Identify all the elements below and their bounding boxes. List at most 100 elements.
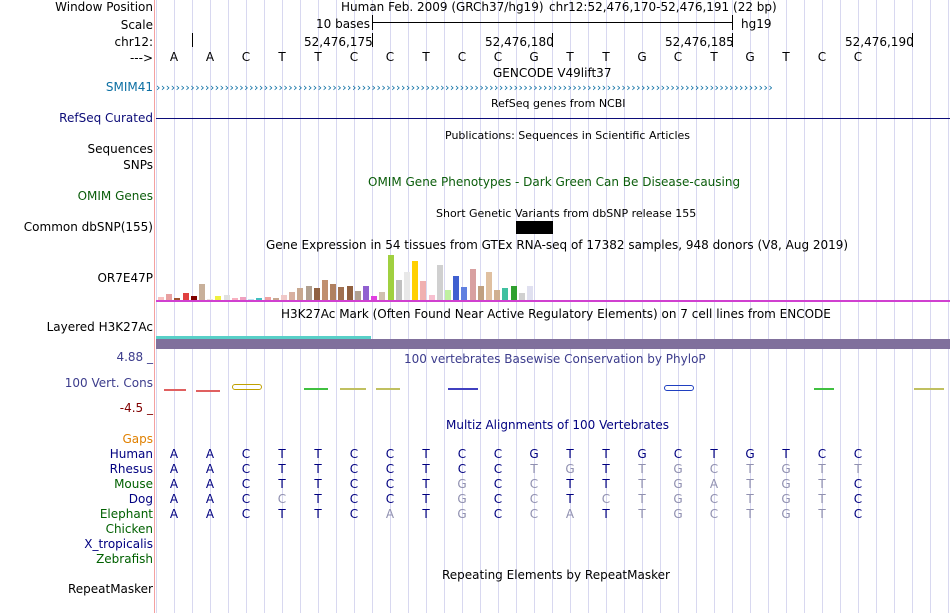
gtex-tissue-bar[interactable]: [330, 284, 337, 300]
gtex-tissue-bar[interactable]: [256, 298, 263, 300]
gtex-label[interactable]: OR7E47P: [97, 271, 153, 285]
alignment-base: T: [746, 492, 754, 506]
gtex-tissue-bar[interactable]: [453, 276, 460, 300]
gtex-tissue-bar[interactable]: [477, 286, 484, 300]
gtex-tissue-bar[interactable]: [223, 295, 230, 300]
gtex-tissue-bar[interactable]: [412, 261, 419, 300]
gtex-tissue-bar[interactable]: [281, 295, 287, 300]
alignment-base: C: [853, 492, 863, 506]
species-label[interactable]: Chicken: [105, 522, 153, 536]
gtex-tissue-bar[interactable]: [379, 292, 386, 300]
phylop-mark: [914, 388, 944, 390]
gtex-tissue-bar[interactable]: [527, 286, 533, 300]
gencode-gene-label[interactable]: SMIM41: [105, 80, 153, 94]
scale-bar: [372, 22, 732, 23]
gtex-tissue-bar[interactable]: [395, 280, 402, 300]
alignment-base: T: [566, 447, 574, 461]
gaps-label[interactable]: Gaps: [122, 432, 153, 446]
gtex-tissue-bar[interactable]: [174, 298, 181, 300]
gtex-tissue-bar[interactable]: [231, 298, 238, 300]
gtex-tissue-bar[interactable]: [305, 286, 312, 300]
gtex-tissue-bar[interactable]: [199, 284, 205, 300]
gtex-tissue-bar[interactable]: [190, 296, 197, 300]
phylop-signal[interactable]: [156, 380, 950, 400]
species-label[interactable]: Rhesus: [109, 462, 153, 476]
gtex-tissue-bar[interactable]: [436, 265, 443, 300]
browser-image[interactable]: Human Feb. 2009 (GRCh37/hg19) chr12:52,4…: [156, 0, 950, 613]
gtex-tissue-bar[interactable]: [215, 296, 222, 300]
reference-base: C: [493, 50, 503, 64]
alignment-base: T: [710, 447, 718, 461]
refseq-label[interactable]: RefSeq Curated: [59, 111, 153, 125]
gtex-tissue-bar[interactable]: [469, 269, 476, 300]
gtex-tissue-bar[interactable]: [354, 291, 361, 300]
dbsnp-variant[interactable]: [516, 221, 553, 234]
gtex-tissue-bar[interactable]: [502, 288, 509, 300]
phylop-mark: [164, 389, 186, 391]
gtex-tissue-bar[interactable]: [510, 286, 517, 300]
gtex-tissue-bar[interactable]: [494, 290, 501, 300]
ruler-tick: [912, 33, 913, 47]
omim-label[interactable]: OMIM Genes: [77, 189, 153, 203]
reference-base: T: [710, 50, 718, 64]
alignment-base: T: [314, 447, 322, 461]
phylop-mark: [814, 388, 834, 390]
reference-base: G: [637, 50, 647, 64]
species-label[interactable]: Mouse: [114, 477, 153, 491]
gtex-tissue-bar[interactable]: [404, 272, 410, 300]
gtex-expression-bars[interactable]: [156, 253, 950, 300]
alignment-base: T: [818, 477, 826, 491]
gtex-tissue-bar[interactable]: [371, 296, 378, 300]
species-label[interactable]: Elephant: [99, 507, 153, 521]
gtex-tissue-bar[interactable]: [346, 286, 353, 300]
alignment-base: T: [746, 477, 754, 491]
gtex-tissue-bar[interactable]: [338, 287, 345, 300]
ruler-tick: [372, 33, 373, 47]
publications-title: Publications: Sequences in Scientific Ar…: [445, 129, 690, 142]
gtex-tissue-bar[interactable]: [248, 299, 255, 300]
gtex-tissue-bar[interactable]: [272, 298, 279, 300]
strand-label[interactable]: --->: [129, 51, 153, 65]
gtex-tissue-bar[interactable]: [518, 293, 525, 300]
refseq-transcript[interactable]: [156, 118, 950, 119]
gtex-tissue-bar[interactable]: [486, 272, 492, 300]
h3k27ac-signal[interactable]: [156, 339, 950, 349]
gtex-tissue-bar[interactable]: [166, 294, 173, 300]
gencode-transcript[interactable]: ››››››››››››››››››››››››››››››››››››››››…: [156, 81, 774, 93]
gtex-tissue-bar[interactable]: [297, 288, 304, 300]
window-position-label: Window Position: [55, 0, 153, 14]
alignment-base: G: [457, 492, 467, 506]
reference-base: T: [602, 50, 610, 64]
alignment-base: A: [565, 507, 575, 521]
snps-label[interactable]: SNPs: [123, 158, 153, 172]
multiz-title: Multiz Alignments of 100 Vertebrates: [446, 418, 670, 432]
gtex-tissue-bar[interactable]: [420, 281, 427, 300]
alignment-base: A: [385, 507, 395, 521]
h3k27ac-label[interactable]: Layered H3K27Ac: [46, 320, 153, 334]
gtex-tissue-bar[interactable]: [445, 290, 451, 300]
gtex-tissue-bar[interactable]: [322, 280, 328, 300]
gtex-tissue-bar[interactable]: [289, 292, 296, 300]
gtex-tissue-bar[interactable]: [158, 297, 164, 300]
gtex-tissue-bar[interactable]: [313, 288, 320, 300]
alignment-base: G: [673, 477, 683, 491]
alignment-base: A: [205, 447, 215, 461]
species-label[interactable]: Dog: [128, 492, 153, 506]
gtex-tissue-bar[interactable]: [264, 297, 271, 300]
phylop-label[interactable]: 100 Vert. Cons: [64, 376, 153, 390]
species-label[interactable]: X_tropicalis: [84, 537, 153, 551]
gtex-tissue-bar[interactable]: [461, 287, 468, 300]
gtex-tissue-bar[interactable]: [428, 295, 435, 300]
gtex-tissue-bar[interactable]: [240, 297, 246, 300]
dbsnp-label[interactable]: Common dbSNP(155): [23, 220, 153, 234]
gtex-tissue-bar[interactable]: [182, 293, 189, 300]
repeatmasker-label[interactable]: RepeatMasker: [67, 582, 153, 596]
gtex-tissue-bar[interactable]: [207, 299, 214, 300]
sequences-label[interactable]: Sequences: [87, 142, 153, 156]
gtex-title: Gene Expression in 54 tissues from GTEx …: [266, 238, 849, 252]
gtex-tissue-bar[interactable]: [363, 286, 369, 300]
species-label[interactable]: Zebrafish: [96, 552, 153, 566]
species-label[interactable]: Human: [109, 447, 153, 461]
gtex-tissue-bar[interactable]: [387, 255, 394, 300]
phylop-title: 100 vertebrates Basewise Conservation by…: [404, 352, 706, 366]
